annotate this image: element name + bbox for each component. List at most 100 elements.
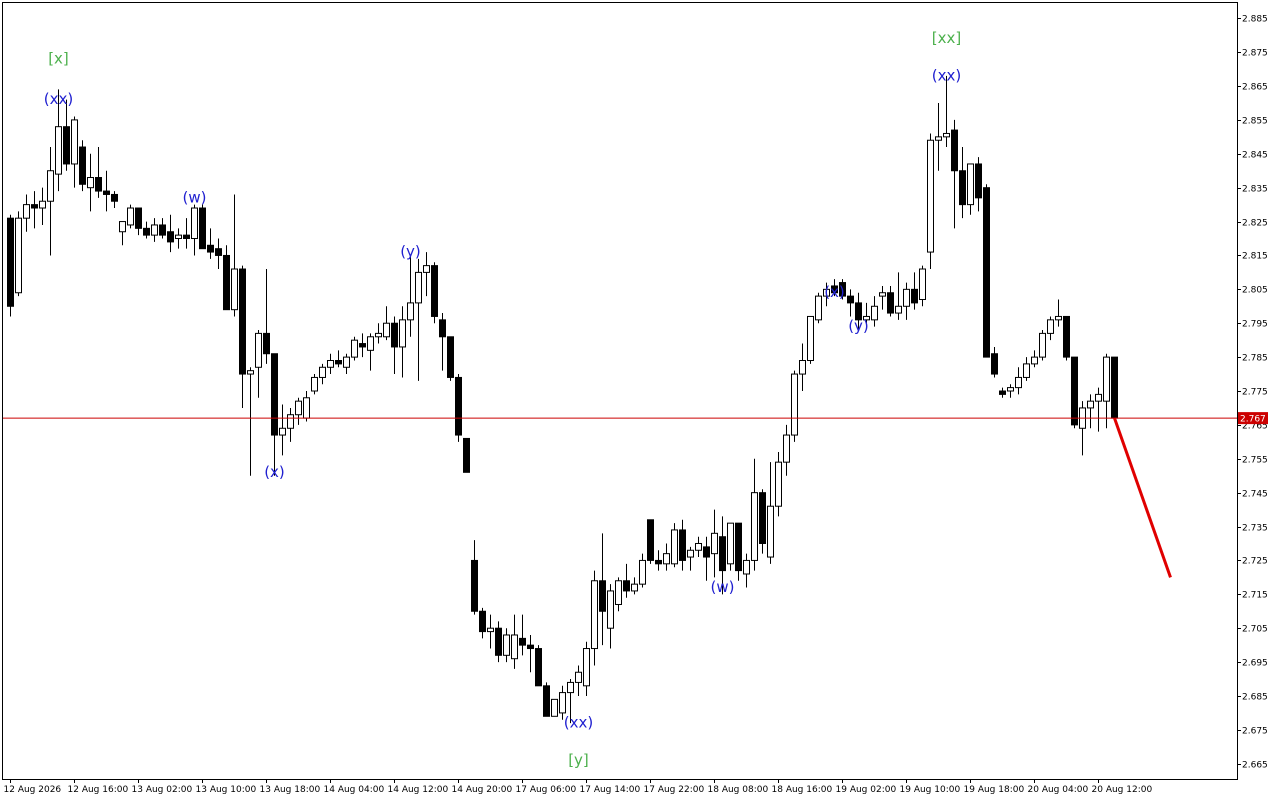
candle-body [375, 332, 382, 338]
candle-body [335, 360, 342, 365]
candle-body [319, 366, 326, 378]
candle-body [951, 129, 958, 172]
x-tick-label: 13 Aug 10:00 [196, 785, 257, 795]
candle-body [143, 227, 150, 236]
candle-body [559, 692, 566, 714]
candle-body [535, 648, 542, 687]
candle-body [55, 126, 62, 175]
candle-body [343, 356, 350, 368]
axes: 2.885 2.875 2.865 2.855 2.845 2.835 2.825 2.815… [4, 15, 1268, 796]
candle-body [199, 207, 206, 250]
y-tick-label: 2.735 [1242, 524, 1268, 534]
candle-body [79, 146, 86, 185]
candle-body [831, 285, 838, 294]
candle-body [719, 536, 726, 572]
candle-body [927, 139, 934, 253]
candle-body [759, 492, 766, 544]
wave-label: (y) [848, 317, 869, 335]
candle-body [575, 671, 582, 683]
candle-body [943, 132, 950, 138]
x-tick-label: 12 Aug 16:00 [68, 785, 129, 795]
candle-body [855, 302, 862, 321]
candle-body [1055, 315, 1062, 321]
candle-body [775, 461, 782, 507]
candle-body [175, 234, 182, 240]
candle-body [247, 370, 254, 375]
y-tick-label: 2.805 [1242, 286, 1268, 296]
wave-label: (x) [264, 463, 285, 481]
y-tick-label: 2.685 [1242, 693, 1268, 703]
y-tick-label: 2.715 [1242, 591, 1268, 601]
y-tick-label: 2.695 [1242, 659, 1268, 669]
candle-body [487, 627, 494, 633]
candle-body [871, 305, 878, 321]
candle-body [983, 187, 990, 358]
candle-body [1111, 356, 1118, 419]
candle-body [631, 583, 638, 592]
candle-body [887, 292, 894, 314]
candle-body [847, 295, 854, 304]
candle-body [455, 376, 462, 436]
x-tick-label: 18 Aug 16:00 [772, 785, 833, 795]
candle-body [431, 265, 438, 317]
candle-body [367, 336, 374, 351]
candle-body [423, 265, 430, 273]
wave-label: (xx) [564, 714, 593, 732]
candle-body [527, 644, 534, 650]
candle-body [767, 505, 774, 558]
candle-body [1103, 356, 1110, 402]
y-tick-label: 2.875 [1242, 49, 1268, 59]
candle-body [751, 492, 758, 561]
y-tick-label: 2.825 [1242, 219, 1268, 229]
candle-body [63, 126, 70, 165]
y-tick-label: 2.855 [1242, 117, 1268, 127]
candle-body [391, 322, 398, 348]
candle-body [479, 610, 486, 633]
candle-body [591, 580, 598, 650]
candle-body [255, 332, 262, 368]
candle-body [495, 627, 502, 656]
candle-body [967, 163, 974, 206]
wave-label: (xx) [44, 90, 73, 108]
candle-body [471, 559, 478, 612]
wave-label: [x] [48, 49, 69, 67]
candle-body [623, 580, 630, 592]
candle-body [647, 519, 654, 561]
candle-body [47, 170, 54, 202]
candle-body [215, 248, 222, 256]
y-tick-label: 2.785 [1242, 354, 1268, 364]
candle-body [39, 200, 46, 209]
candle-body [383, 322, 390, 338]
wave-label: (xx) [932, 66, 961, 84]
candle-body [679, 529, 686, 561]
candle-body [863, 315, 870, 321]
candle-body [503, 634, 510, 656]
candle-body [607, 590, 614, 629]
y-tick-label: 2.745 [1242, 490, 1268, 500]
candle-body [191, 207, 198, 240]
candle-body [135, 207, 142, 229]
candle-body [959, 170, 966, 206]
candle-body [639, 559, 646, 585]
y-tick-label: 2.775 [1242, 388, 1268, 398]
candle-body [159, 224, 166, 236]
candle-body [311, 376, 318, 392]
candle-body [231, 268, 238, 311]
wave-label: (w) [711, 578, 735, 596]
candle-body [1015, 376, 1022, 389]
candle-body [23, 204, 30, 219]
candle-body [1023, 363, 1030, 378]
candle-body [791, 373, 798, 436]
candle-body [399, 319, 406, 348]
candle-body [447, 336, 454, 378]
candle-body [463, 437, 470, 473]
candle-body [687, 549, 694, 558]
candle-body [583, 648, 590, 687]
plot-frame [2, 2, 1238, 780]
price-label: 2.767 [1240, 415, 1266, 425]
candle-body [1039, 332, 1046, 358]
candle-body [663, 553, 670, 565]
candle-body [359, 343, 366, 348]
candle-body [287, 414, 294, 429]
